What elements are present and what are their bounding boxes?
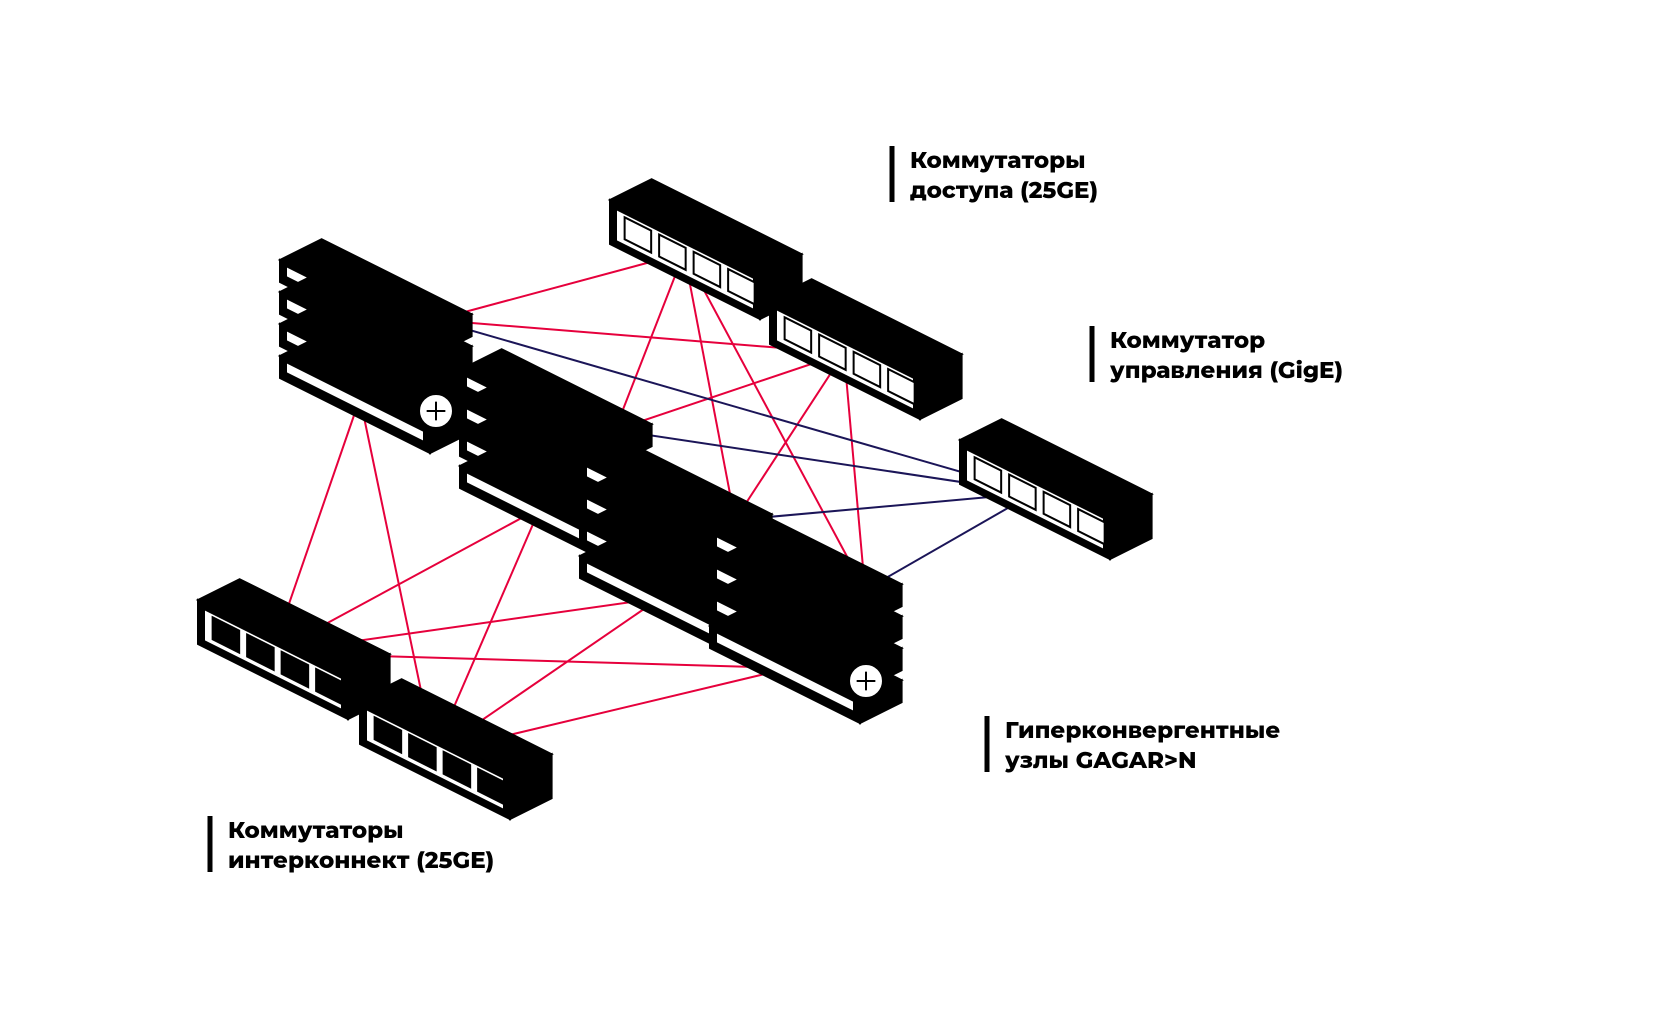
label-text: узлы GAGAR>N xyxy=(1004,746,1197,774)
label-access: Коммутаторыдоступа (25GE) xyxy=(892,146,1098,204)
server-stack xyxy=(710,509,902,723)
switch xyxy=(770,279,962,419)
label-text: управления (GigE) xyxy=(1109,356,1343,384)
network-diagram: Коммутаторыдоступа (25GE)Коммутаторуправ… xyxy=(0,0,1680,1032)
label-interconnect: Коммутаторыинтерконнект (25GE) xyxy=(210,816,494,874)
label-hci: Гиперконвергентныеузлы GAGAR>N xyxy=(987,716,1280,774)
label-text: Коммутаторы xyxy=(228,816,404,844)
switch xyxy=(960,419,1152,559)
label-text: интерконнект (25GE) xyxy=(228,846,494,874)
label-text: Коммутатор xyxy=(1110,326,1265,354)
switch xyxy=(198,579,390,719)
label-text: Гиперконвергентные xyxy=(1005,716,1280,744)
label-text: Коммутаторы xyxy=(910,146,1086,174)
label-mgmt: Коммутаторуправления (GigE) xyxy=(1092,326,1343,384)
plus-icon xyxy=(419,394,453,428)
plus-icon xyxy=(849,664,883,698)
edge xyxy=(615,253,684,430)
server-stack xyxy=(280,239,472,453)
label-text: доступа (25GE) xyxy=(910,176,1098,204)
